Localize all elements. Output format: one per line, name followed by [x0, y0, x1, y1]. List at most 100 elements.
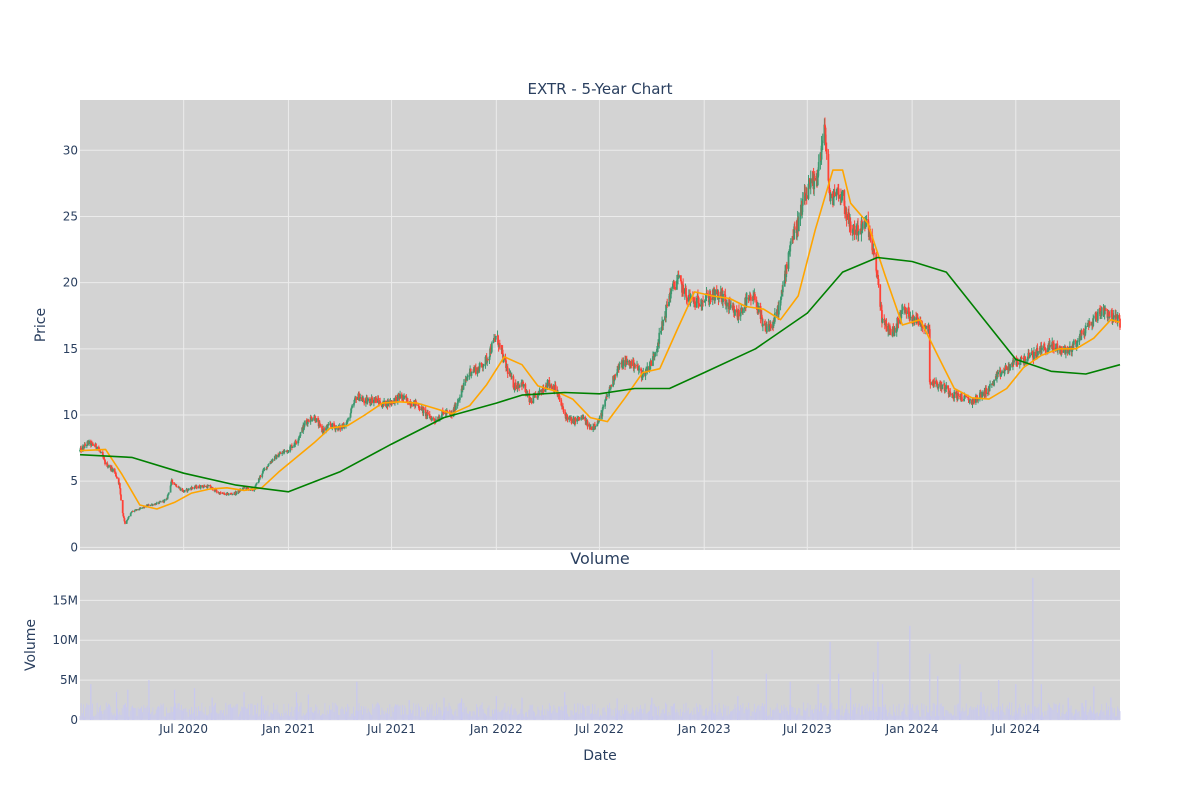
candle-body — [781, 286, 784, 293]
volume-bar — [653, 703, 655, 720]
candle-body — [197, 487, 200, 489]
candle-body — [824, 124, 826, 128]
volume-bar — [256, 713, 257, 720]
volume-bar — [220, 710, 222, 720]
volume-bar — [478, 716, 480, 720]
candle-body — [326, 425, 329, 429]
candle-body — [293, 444, 296, 447]
candle-body — [690, 296, 693, 298]
candle-body — [900, 311, 903, 318]
volume-bar — [218, 713, 220, 720]
volume-bar — [989, 710, 991, 720]
volume-bar — [974, 707, 976, 720]
volume-bar — [122, 704, 124, 720]
candle-body — [1100, 311, 1103, 316]
candle-body — [879, 284, 882, 307]
candle-body — [1062, 350, 1065, 353]
candle-body — [877, 278, 880, 285]
volume-bar — [325, 715, 327, 720]
volume-bar — [503, 707, 505, 720]
volume-bar — [605, 715, 607, 720]
volume-bar — [1108, 706, 1110, 720]
volume-bar — [547, 710, 549, 720]
volume-bar — [242, 707, 244, 720]
candle-body — [1095, 318, 1098, 320]
candle-body — [442, 412, 445, 413]
volume-bar — [825, 708, 827, 720]
volume-bar — [84, 716, 85, 720]
volume-bar — [895, 715, 896, 720]
volume-bar — [1026, 714, 1027, 720]
candle-body — [263, 469, 265, 471]
volume-bar — [368, 711, 370, 720]
volume-bar — [124, 704, 125, 720]
volume-bar — [186, 712, 188, 720]
candle-body — [849, 221, 852, 232]
volume-bar — [583, 705, 584, 720]
candle-body — [337, 425, 340, 431]
moving-average-line-2 — [79, 256, 1121, 493]
volume-bar — [221, 712, 223, 720]
candle-body — [949, 391, 952, 395]
volume-bar — [103, 710, 105, 720]
candle-body — [466, 376, 469, 379]
volume-bar — [584, 708, 586, 720]
volume-bar — [716, 715, 718, 720]
volume-bar — [832, 710, 834, 720]
price-plot-area[interactable] — [80, 100, 1120, 550]
candle-body — [1074, 340, 1077, 342]
candle-body — [297, 438, 300, 441]
candle-body — [622, 360, 625, 366]
candle-body — [948, 393, 951, 395]
volume-bar — [957, 703, 959, 720]
candle-body — [993, 379, 996, 386]
volume-bar — [826, 715, 828, 720]
volume-bar — [509, 714, 510, 720]
volume-bar — [397, 704, 399, 720]
volume-bar — [706, 707, 707, 720]
candle-body — [889, 325, 891, 330]
volume-bar — [572, 714, 574, 720]
volume-bar — [460, 698, 463, 720]
volume-bar — [1089, 706, 1091, 720]
volume-bar — [436, 702, 437, 720]
volume-bar — [732, 710, 734, 720]
candle-body — [136, 509, 138, 511]
candle-body — [738, 310, 740, 317]
volume-bar — [114, 716, 116, 720]
candle-body — [128, 516, 130, 518]
volume-bar — [917, 710, 919, 720]
volume-bar — [196, 715, 198, 720]
candle-body — [327, 423, 330, 426]
candle-body — [223, 494, 226, 495]
volume-bar — [332, 702, 334, 720]
candle-body — [985, 387, 988, 394]
candle-body — [889, 329, 892, 331]
volume-bar — [266, 710, 268, 720]
volume-bar — [1094, 714, 1096, 720]
candle-body — [421, 407, 424, 408]
candle-body — [510, 373, 513, 378]
candle-body — [734, 309, 736, 316]
volume-bar — [889, 706, 891, 720]
candle-body — [130, 511, 133, 513]
volume-bar — [638, 708, 640, 720]
candle-body — [1080, 330, 1083, 340]
volume-bar — [130, 706, 132, 720]
volume-bar — [311, 711, 313, 720]
volume-bar — [758, 704, 760, 720]
volume-bar — [710, 710, 712, 720]
volume-bar — [536, 714, 538, 720]
candle-body — [1096, 311, 1099, 321]
candle-body — [548, 380, 551, 387]
candle-body — [122, 516, 125, 518]
volume-bar — [298, 711, 300, 720]
volume-bar — [1020, 707, 1022, 720]
volume-bar — [485, 713, 486, 720]
volume-plot-area[interactable] — [80, 570, 1120, 720]
volume-bar — [630, 712, 632, 720]
candle-body — [967, 398, 970, 401]
volume-bar — [248, 704, 249, 720]
candle-body — [1037, 351, 1039, 356]
candle-body — [808, 180, 810, 184]
